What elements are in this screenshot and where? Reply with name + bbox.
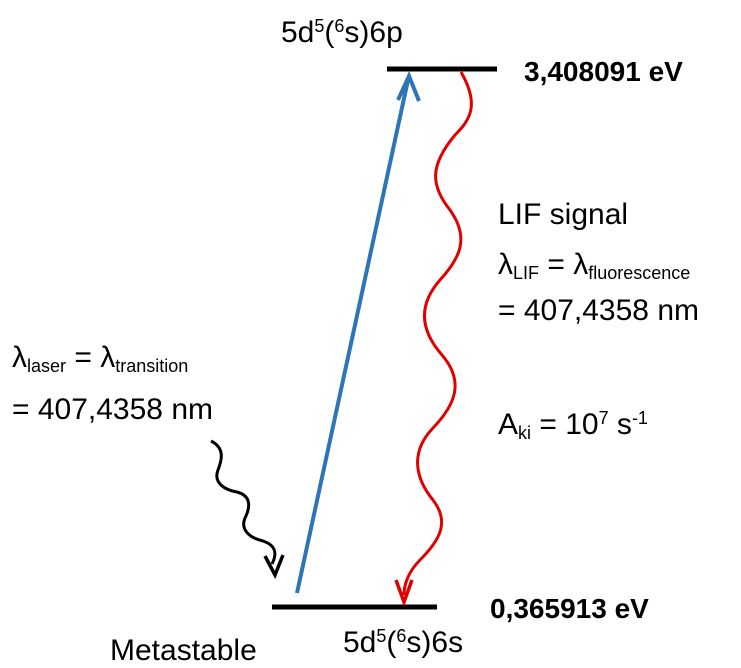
excitation-arrowhead <box>396 70 421 102</box>
lower-level-energy: 0,365913 eV <box>490 593 649 624</box>
fluorescence-wave <box>402 71 473 596</box>
lower-level-state-label: Metastable <box>110 634 257 667</box>
lif-wavelength-eq: λLIF = λfluorescence <box>498 248 691 284</box>
excitation-arrow <box>295 79 410 594</box>
laser-wave <box>210 439 277 565</box>
lif-title: LIF signal <box>498 198 629 231</box>
laser-wavelength-eq: λlaser = λtransition <box>12 341 189 377</box>
lower-level-config: 5d5(6s)6s <box>343 626 464 659</box>
lif-wavelength-value: = 407,4358 nm <box>498 294 699 327</box>
laser-arrowhead <box>263 554 285 580</box>
laser-wavelength-value: = 407,4358 nm <box>12 393 213 426</box>
einstein-coefficient: Aki = 107 s-1 <box>498 408 648 444</box>
fluorescence-arrowhead <box>394 579 414 608</box>
upper-level-config: 5d5(6s)6p <box>281 16 403 49</box>
upper-level-energy: 3,408091 eV <box>524 56 683 87</box>
